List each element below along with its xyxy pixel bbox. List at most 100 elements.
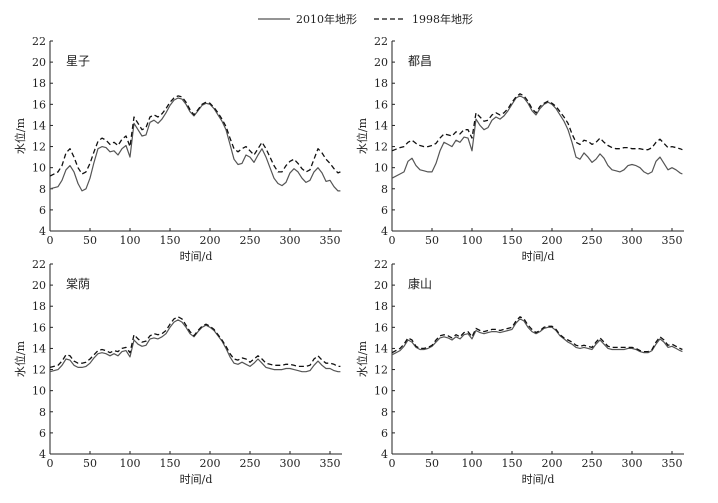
series-line-1998 — [391, 93, 683, 152]
y-tick-label: 4 — [381, 448, 388, 461]
x-tick-label: 0 — [47, 457, 54, 470]
x-tick-label: 300 — [622, 457, 643, 470]
y-tick-label: 4 — [381, 225, 388, 238]
y-tick-label: 14 — [32, 119, 46, 132]
y-tick-label: 18 — [32, 300, 46, 313]
x-tick-label: 0 — [389, 457, 396, 470]
y-tick-label: 18 — [374, 77, 388, 90]
y-tick-label: 10 — [374, 162, 388, 175]
y-tick-label: 6 — [39, 204, 46, 217]
x-tick-label: 50 — [425, 234, 439, 247]
x-tick-label: 300 — [280, 234, 301, 247]
series-line-2010 — [391, 95, 683, 179]
y-tick-label: 6 — [39, 427, 46, 440]
x-tick-label: 350 — [320, 234, 341, 247]
station-label: 棠荫 — [66, 277, 90, 291]
panel-1: 4 6 8 10 12 14 16 18 20 22 0 50 100 150 200 250 300 350 时间… — [355, 35, 684, 263]
y-tick-label: 20 — [32, 279, 46, 292]
series-line-1998 — [391, 316, 683, 354]
legend: 2010年地形 1998年地形 — [258, 12, 473, 26]
y-tick-label: 14 — [374, 342, 388, 355]
legend-label-2010: 2010年地形 — [296, 12, 357, 26]
y-tick-label: 6 — [381, 427, 388, 440]
x-tick-label: 250 — [240, 457, 261, 470]
y-tick-label: 22 — [374, 258, 388, 271]
x-tick-label: 300 — [622, 234, 643, 247]
y-tick-label: 20 — [374, 56, 388, 69]
y-tick-label: 22 — [32, 258, 46, 271]
y-tick-label: 18 — [32, 77, 46, 90]
y-tick-label: 18 — [374, 300, 388, 313]
x-tick-label: 100 — [462, 457, 483, 470]
x-tick-label: 50 — [83, 457, 97, 470]
y-tick-label: 16 — [374, 98, 388, 111]
x-tick-label: 100 — [120, 457, 141, 470]
legend-label-1998: 1998年地形 — [412, 12, 473, 26]
y-tick-label: 8 — [39, 406, 46, 419]
y-tick-label: 4 — [39, 225, 46, 238]
y-tick-label: 16 — [32, 321, 46, 334]
x-axis-label: 时间/d — [180, 250, 213, 263]
y-tick-label: 8 — [39, 183, 46, 196]
x-tick-label: 150 — [160, 457, 181, 470]
y-tick-label: 10 — [32, 385, 46, 398]
series-line-1998 — [49, 316, 341, 369]
series-line-1998 — [49, 95, 341, 177]
y-axis-label: 水位/m — [13, 340, 27, 377]
x-tick-label: 150 — [502, 457, 523, 470]
x-tick-label: 150 — [160, 234, 181, 247]
x-tick-label: 150 — [502, 234, 523, 247]
x-tick-label: 100 — [120, 234, 141, 247]
y-tick-label: 12 — [32, 364, 46, 377]
y-tick-label: 20 — [374, 279, 388, 292]
y-tick-label: 6 — [381, 204, 388, 217]
x-tick-label: 100 — [462, 234, 483, 247]
x-tick-label: 0 — [47, 234, 54, 247]
y-tick-label: 12 — [374, 141, 388, 154]
y-tick-label: 22 — [32, 35, 46, 48]
y-tick-label: 20 — [32, 56, 46, 69]
x-tick-label: 50 — [83, 234, 97, 247]
station-label: 星子 — [66, 54, 90, 68]
x-tick-label: 50 — [425, 457, 439, 470]
y-tick-label: 8 — [381, 183, 388, 196]
series-line-2010 — [49, 319, 341, 373]
x-tick-label: 250 — [240, 234, 261, 247]
y-tick-label: 10 — [32, 162, 46, 175]
y-tick-label: 8 — [381, 406, 388, 419]
y-tick-label: 12 — [374, 364, 388, 377]
y-tick-label: 14 — [32, 342, 46, 355]
x-tick-label: 250 — [582, 234, 603, 247]
x-tick-label: 350 — [662, 457, 683, 470]
panel-0: 4 6 8 10 12 14 16 18 20 22 0 50 100 150 200 250 300 350 时间… — [13, 35, 342, 263]
y-tick-label: 12 — [32, 141, 46, 154]
x-tick-label: 0 — [389, 234, 396, 247]
y-tick-label: 22 — [374, 35, 388, 48]
x-tick-label: 200 — [200, 457, 221, 470]
x-tick-label: 350 — [320, 457, 341, 470]
x-axis-label: 时间/d — [522, 250, 555, 263]
x-tick-label: 300 — [280, 457, 301, 470]
y-axis-label: 水位/m — [355, 340, 369, 377]
y-axis-label: 水位/m — [355, 117, 369, 154]
y-tick-label: 4 — [39, 448, 46, 461]
y-axis-label: 水位/m — [13, 117, 27, 154]
series-line-2010 — [49, 97, 341, 192]
x-axis-label: 时间/d — [522, 473, 555, 486]
x-tick-label: 200 — [542, 234, 563, 247]
x-tick-label: 200 — [542, 457, 563, 470]
series-line-2010 — [391, 318, 683, 356]
y-tick-label: 16 — [32, 98, 46, 111]
station-label: 都昌 — [408, 54, 432, 68]
panel-3: 4 6 8 10 12 14 16 18 20 22 0 50 100 150 200 250 300 350 时间… — [355, 258, 684, 486]
x-tick-label: 200 — [200, 234, 221, 247]
y-tick-label: 14 — [374, 119, 388, 132]
y-tick-label: 16 — [374, 321, 388, 334]
x-tick-label: 350 — [662, 234, 683, 247]
x-tick-label: 250 — [582, 457, 603, 470]
station-label: 康山 — [408, 276, 432, 291]
panel-2: 4 6 8 10 12 14 16 18 20 22 0 50 100 150 200 250 300 350 时间… — [13, 258, 342, 486]
